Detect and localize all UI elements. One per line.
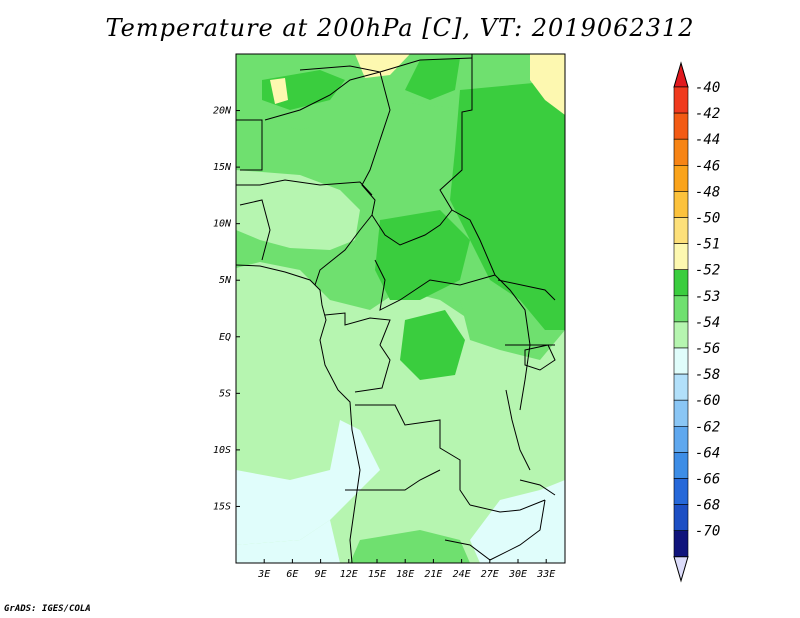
boundaries [236, 54, 556, 563]
colorbar-label: -42 [695, 106, 720, 122]
lon-tick-label: 6E [286, 569, 298, 580]
lon-ticks: 3E 6E 9E 12E 15E 18E 21E 24E 27E 30E 33E [257, 559, 555, 580]
colorbar-swatch [673, 295, 689, 323]
colorbar-label: -50 [695, 211, 720, 227]
lake-malawi [519, 479, 556, 496]
colorbar-under-arrow [673, 556, 689, 583]
cameroon-border [314, 214, 373, 286]
colorbar-label: -40 [695, 80, 720, 96]
lon-tick-label: 3E [257, 569, 270, 580]
field-s-cold [236, 520, 340, 563]
field-s-band [350, 530, 470, 563]
lon-tick-label: 30E [508, 569, 527, 580]
colorbar-swatch [673, 138, 689, 166]
colorbar-swatch [673, 321, 689, 349]
nigeria-n-border [236, 179, 373, 196]
lat-tick-label: 5S [219, 388, 231, 399]
lat-tick-label: 10N [213, 219, 232, 230]
field-n-dark [405, 58, 460, 100]
colorbar-swatch [673, 530, 689, 558]
lon-tick-label: 18E [396, 569, 414, 580]
colorbar-swatch [673, 373, 689, 401]
car-s-border [374, 259, 496, 311]
colorbar-label: -66 [695, 472, 720, 488]
west-coastline [236, 264, 361, 563]
colorbar-swatch [673, 425, 689, 453]
colorbar-swatch [673, 243, 689, 271]
field-central-dark-b [400, 310, 465, 380]
field-ne-dark [450, 80, 565, 330]
lat-tick-label: EQ [219, 332, 231, 343]
lon-tick-label: 9E [315, 569, 327, 580]
colorbar-label: -54 [695, 315, 720, 331]
colorbar-label: -46 [695, 158, 720, 174]
colorbar-label: -53 [695, 289, 720, 305]
field-se-cold [470, 480, 565, 563]
colorbar-label: -52 [695, 263, 720, 279]
tanganyika-lake [505, 389, 531, 471]
colorbar-label: -58 [695, 367, 720, 383]
lat-tick-label: 15N [213, 162, 232, 173]
sudan-border [439, 54, 496, 276]
drc-e-border [494, 274, 531, 411]
colorbar-swatch [673, 478, 689, 505]
lake-victoria [524, 344, 556, 371]
car-n-border [371, 209, 453, 246]
zambia-s-border [444, 499, 546, 561]
sahel-border [264, 71, 381, 121]
footer-credit: GrADS: IGES/COLA [4, 604, 91, 614]
colorbar-label: -44 [695, 132, 720, 148]
chart-title: Temperature at 200hPa [C], VT: 201906231… [105, 14, 695, 42]
field-central-dark-a [375, 210, 470, 300]
lat-tick-label: 20N [213, 106, 232, 117]
colorbar-over-arrow [673, 61, 689, 88]
lon-tick-label: 21E [424, 569, 442, 580]
field-warm-ne [530, 54, 565, 115]
lon-tick-label: 27E [481, 569, 499, 580]
namibia-n-border [345, 469, 441, 491]
colorbar-label: -60 [695, 393, 720, 409]
colorbar-label: -62 [695, 419, 720, 435]
map-frame [235, 53, 566, 564]
colorbar-swatch [673, 504, 689, 532]
field-west-pale [236, 170, 360, 250]
field-warm-nw [270, 78, 288, 104]
temperature-field [236, 54, 565, 563]
chad-border-w [361, 71, 391, 216]
lon-tick-label: 12E [340, 569, 358, 580]
lon-tick-label: 15E [368, 569, 386, 580]
lat-ticks: 20N 15N 10N 5N EQ 5S 10S 15S [213, 106, 240, 512]
colorbar-swatch [673, 347, 689, 375]
lat-tick-label: 5N [219, 275, 232, 286]
lat-tick-label: 15S [213, 501, 231, 512]
angola-border [355, 404, 471, 506]
colorbar-swatch [673, 217, 689, 244]
colorbar-label: -68 [695, 498, 720, 514]
colorbar-swatch [673, 112, 689, 140]
colorbar-swatch [673, 86, 689, 114]
colorbar: -40 -42 -44 -46 -48 -50 -51 -52 -53 -54 -56 -58 -60 -… [673, 61, 720, 583]
colorbar-label: -70 [695, 524, 720, 540]
congo-border [324, 312, 391, 393]
field-warm-n [355, 54, 410, 78]
colorbar-swatch [673, 165, 689, 192]
colorbar-label: -56 [695, 341, 720, 357]
colorbar-swatch [673, 452, 689, 479]
colorbar-swatch [673, 191, 689, 218]
colorbar-label: -48 [695, 184, 720, 200]
colorbar-label: -64 [695, 445, 720, 461]
benin-border [239, 199, 271, 261]
lon-tick-label: 33E [536, 569, 555, 580]
ss-border [497, 279, 556, 301]
field-sw-cold [236, 420, 380, 545]
lat-tick-label: 10S [213, 445, 231, 456]
zambia-border [469, 499, 546, 513]
lon-tick-label: 24E [453, 569, 471, 580]
mali-border [236, 119, 263, 171]
colorbar-swatch [673, 399, 689, 427]
colorbar-label: -51 [695, 237, 720, 253]
colorbar-swatch [673, 269, 689, 297]
